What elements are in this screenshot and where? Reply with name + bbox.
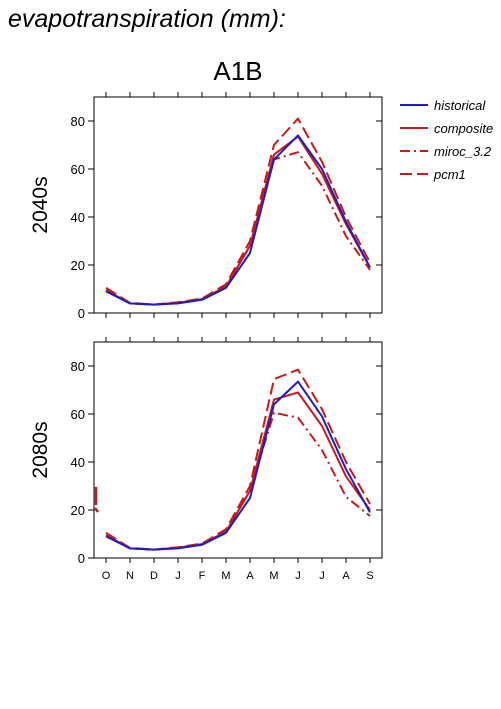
figure-heading: evapotranspiration (mm): [8,5,286,33]
series-line-historical [105,380,371,551]
y-tick-label: 80 [71,359,85,374]
series-line-miroc-3-2 [105,151,371,306]
y-tick-label: 80 [71,114,85,129]
x-tick-label: J [295,570,301,582]
x-tick-label: M [269,570,278,582]
panel-2040s: 0 20 40 60 80 2040s [29,92,383,321]
series-line-composite [105,391,371,551]
legend-label: historical [434,98,486,113]
y-tick-label: 0 [78,306,85,321]
x-tick-label: F [199,570,206,582]
x-tick-label: M [221,570,230,582]
y-tick-label: 20 [71,503,85,518]
x-tick-label: J [175,570,181,582]
y-tick-label: 20 [71,258,85,273]
y-tick-label: 40 [71,455,85,470]
legend-label: pcm1 [433,167,466,182]
y-tick-label: 40 [71,210,85,225]
x-tick-label: J [319,570,325,582]
x-tick-label: A [246,570,254,582]
x-tick-label: N [126,570,134,582]
x-tick-label: A [342,570,350,582]
series-line-historical [105,134,371,306]
scenario-title: A1B [213,56,262,86]
y-tick-label: 60 [71,407,85,422]
stray-mark [94,487,99,513]
y-tick-label: 0 [78,551,85,566]
panel-2080s: 0 20 40 60 80 O N D J F M A M J J A S 2080s [29,337,383,582]
plot-frame [93,96,383,314]
legend-label: miroc_3.2 [434,144,492,159]
x-tick-label: D [150,570,158,582]
y-tick-label: 60 [71,162,85,177]
panel-label: 2040s [29,176,52,233]
panel-label: 2080s [29,421,52,478]
legend: historical composite miroc_3.2 pcm1 [400,98,493,182]
x-tick-label: S [366,570,373,582]
series-line-pcm1 [105,117,371,306]
plot-frame [93,341,383,559]
legend-label: composite [434,121,493,136]
chart-panels: 0 20 40 60 80 2040s 0 20 40 60 80 O N D J F M A M J J A S 2080s [29,92,383,582]
x-tick-label: O [102,570,111,582]
series-line-composite [105,135,371,306]
series-line-pcm1 [105,368,371,551]
